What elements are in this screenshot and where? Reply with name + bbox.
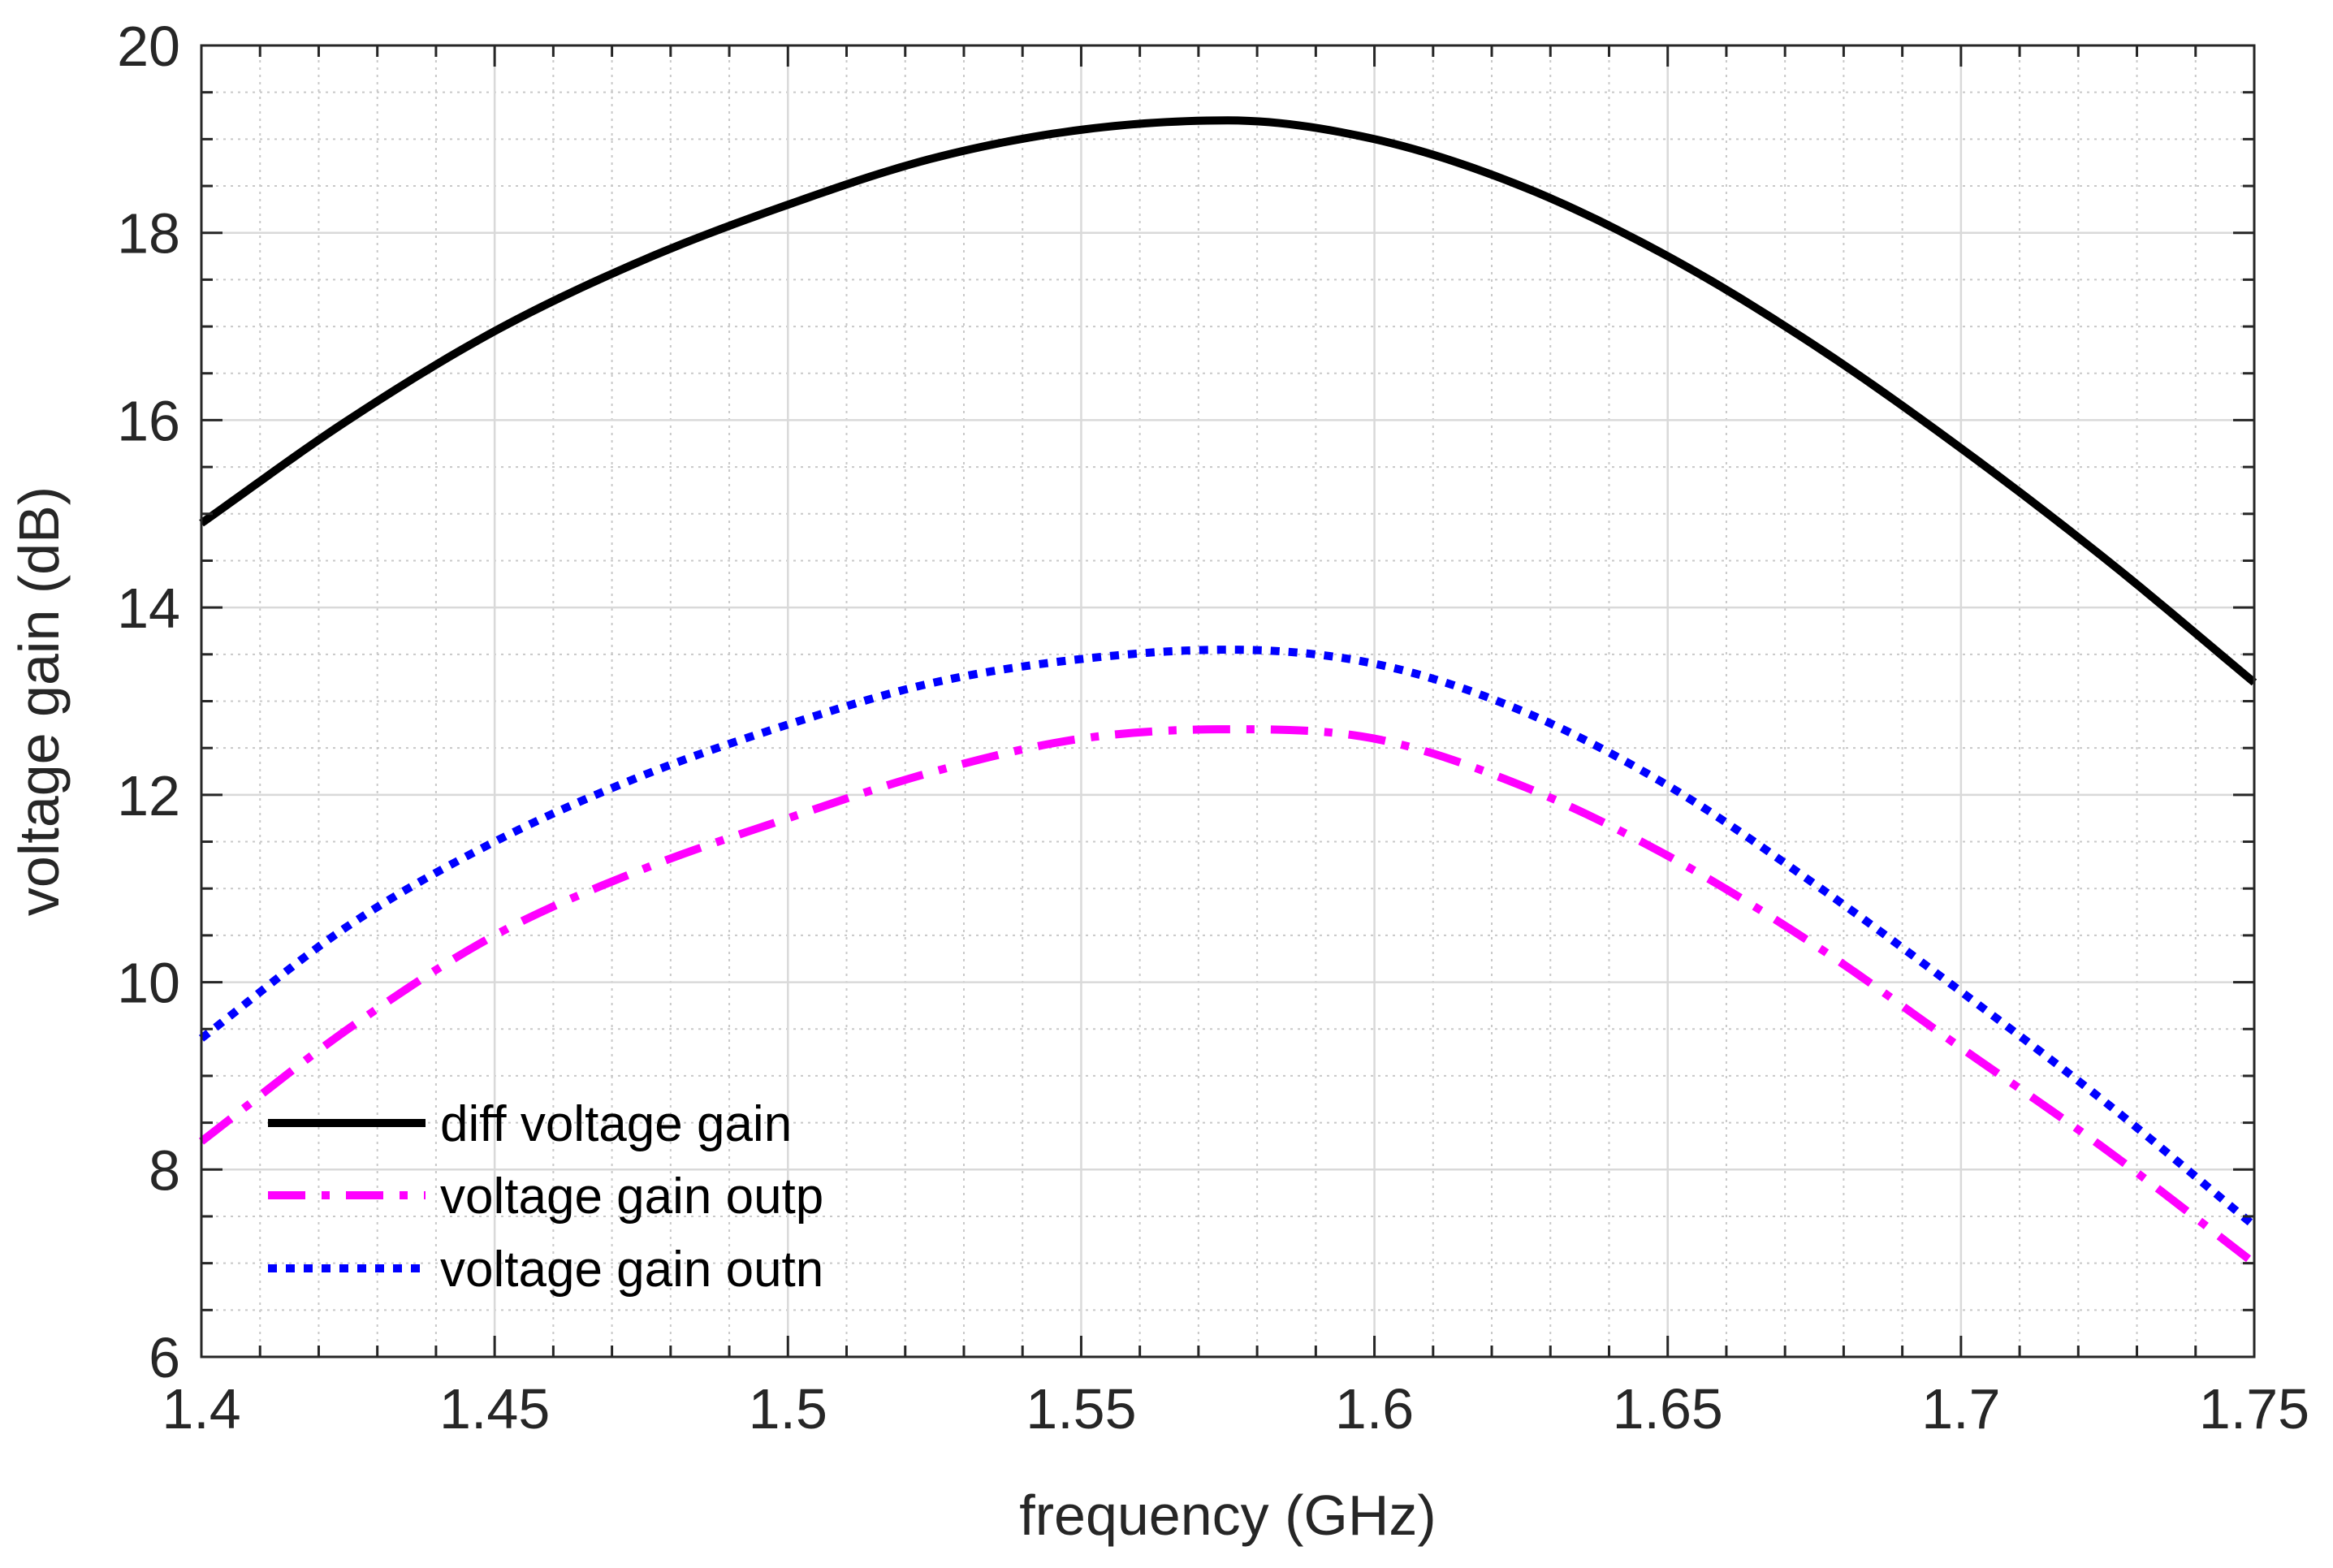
y-tick-label: 14	[117, 577, 180, 640]
series-layer	[198, 116, 2257, 1267]
series-line-voltage-gain-outn	[198, 646, 2257, 1229]
x-axis-label: frequency (GHz)	[1019, 1484, 1436, 1547]
legend-label: voltage gain outn	[440, 1242, 823, 1298]
y-tick-label: 16	[117, 389, 180, 452]
legend-label: voltage gain outp	[440, 1168, 823, 1225]
y-tick-label: 18	[117, 202, 180, 266]
y-tick-labels: 6 8 10 12 14 16 18 20	[117, 15, 180, 1389]
series-line-diff-voltage-gain	[199, 116, 2257, 686]
x-tick-label: 1.6	[1335, 1377, 1414, 1441]
x-tick-label: 1.7	[1921, 1377, 2000, 1441]
x-tick-label: 1.45	[439, 1377, 550, 1441]
x-tick-label: 1.4	[162, 1377, 240, 1441]
y-tick-label: 20	[117, 15, 180, 78]
y-tick-label: 10	[117, 952, 180, 1015]
x-tick-label: 1.65	[1613, 1377, 1723, 1441]
y-tick-label: 6	[149, 1326, 180, 1389]
series-line-voltage-gain-outp	[198, 725, 2257, 1267]
x-tick-labels: 1.4 1.45 1.5 1.55 1.6 1.65 1.7 1.75	[162, 1377, 2309, 1441]
legend: diff voltage gain voltage gain outp voltag…	[268, 1096, 823, 1298]
x-tick-label: 1.5	[749, 1377, 827, 1441]
y-axis-label: voltage gain (dB)	[7, 486, 71, 916]
x-tick-label: 1.55	[1026, 1377, 1136, 1441]
axis-ticks	[200, 44, 2256, 1359]
y-tick-label: 8	[149, 1138, 180, 1202]
legend-label: diff voltage gain	[440, 1096, 792, 1152]
minor-grid	[201, 45, 2254, 1357]
x-tick-label: 1.75	[2199, 1377, 2309, 1441]
y-tick-label: 12	[117, 764, 180, 827]
